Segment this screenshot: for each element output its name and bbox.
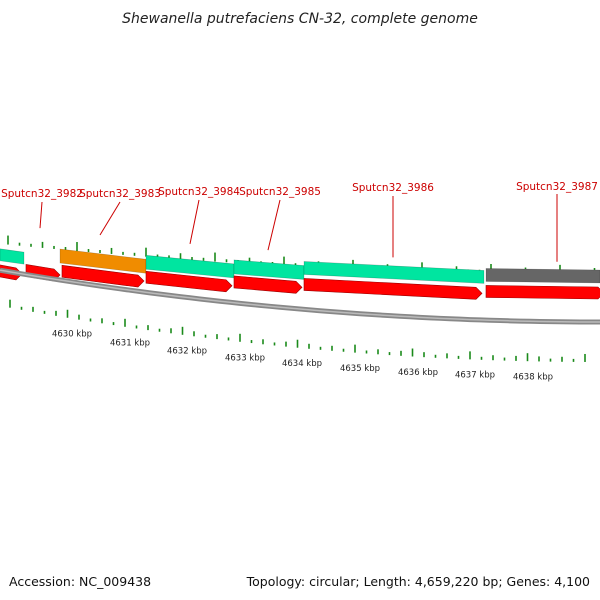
gene-label: Sputcn32_3985 <box>239 186 321 198</box>
cds-arrow <box>485 285 600 300</box>
label-leaders <box>39 194 558 262</box>
kbp-label: 4636 kbp <box>398 368 438 378</box>
kbp-label: 4631 kbp <box>110 339 150 349</box>
label-leader <box>99 201 121 236</box>
map-title: Shewanella putrefaciens CN-32, complete … <box>122 11 478 27</box>
cds-track <box>0 264 600 300</box>
label-leader <box>189 199 200 244</box>
kbp-label: 4632 kbp <box>167 346 207 356</box>
gene-block <box>485 268 600 284</box>
kbp-labels: 4630 kbp 4631 kbp 4632 kbp 4633 kbp 4634 kbp… <box>52 330 553 383</box>
gene-block <box>303 261 485 284</box>
gc-ticks-inner <box>9 299 586 362</box>
kbp-label: 4633 kbp <box>225 353 265 363</box>
gene-label: Sputcn32_3984 <box>158 186 240 198</box>
gene-label: Sputcn32_3987 <box>516 181 598 193</box>
kbp-label: 4637 kbp <box>455 371 495 381</box>
backbone-ring <box>0 267 600 325</box>
kbp-label: 4638 kbp <box>513 372 553 382</box>
gene-block <box>0 248 25 265</box>
gene-label: Sputcn32_3986 <box>352 182 434 194</box>
backbone-highlight <box>0 269 600 323</box>
accession-text: Accession: NC_009438 <box>9 574 151 589</box>
cds-arrow <box>61 264 145 288</box>
cds-arrow <box>303 278 483 300</box>
kbp-label: 4634 kbp <box>282 359 322 369</box>
genome-summary-text: Topology: circular; Length: 4,659,220 bp… <box>246 574 590 589</box>
label-leader <box>267 199 281 251</box>
kbp-label: 4635 kbp <box>340 364 380 374</box>
cds-arrow <box>145 270 233 293</box>
label-leader <box>39 201 43 229</box>
gene-label: Sputcn32_3982 <box>1 188 83 200</box>
cds-arrow <box>233 275 303 294</box>
kbp-label: 4630 kbp <box>52 330 92 340</box>
gene-track <box>0 248 600 284</box>
gene-label: Sputcn32_3983 <box>79 188 161 200</box>
